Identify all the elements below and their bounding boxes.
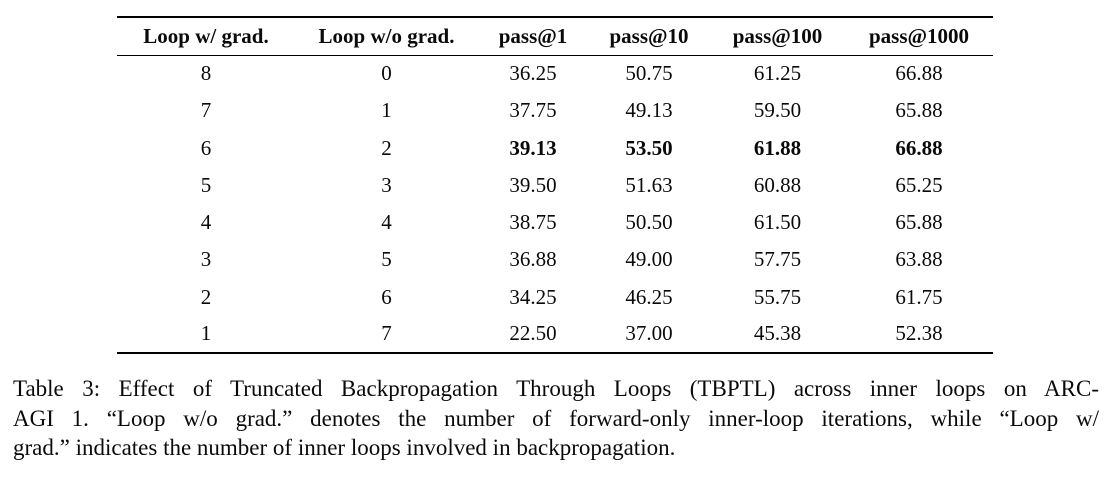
table-cell: 60.88 <box>753 172 802 197</box>
table-cell: 8 <box>200 61 212 86</box>
table-row: 7 1 37.75 49.13 59.50 65.88 <box>117 92 993 129</box>
table-cell: 37.75 <box>509 98 557 123</box>
table-cell: 65.88 <box>895 210 943 235</box>
table-cell: 51.63 <box>625 172 673 197</box>
table-cell-best: 61.88 <box>753 135 802 160</box>
table-cell: 52.38 <box>895 321 943 346</box>
table-cell: 3 <box>200 247 212 272</box>
table-caption: Table 3: Effect of Truncated Backpropaga… <box>13 374 1099 463</box>
table-cell: 34.25 <box>509 284 557 309</box>
table-cell: 38.75 <box>509 210 557 235</box>
table-cell: 49.00 <box>625 247 673 272</box>
table-cell: 65.88 <box>895 98 943 123</box>
table-cell: 22.50 <box>509 321 557 346</box>
table-cell: 46.25 <box>625 284 673 309</box>
table-row-best: 6 2 39.13 53.50 61.88 66.88 <box>117 130 993 167</box>
table-cell: 50.75 <box>625 61 673 86</box>
table-cell: 6 <box>200 135 212 160</box>
table-row: 2 6 34.25 46.25 55.75 61.75 <box>117 279 993 316</box>
table-cell: 5 <box>381 247 392 272</box>
results-table-wrapper: Loop w/ grad. Loop w/o grad. pass@1 pass… <box>117 16 993 354</box>
table-cell: 2 <box>381 135 392 160</box>
table-cell: 4 <box>200 210 212 235</box>
table-cell: 66.88 <box>895 61 943 86</box>
table-cell: 61.25 <box>753 61 802 86</box>
results-table: Loop w/ grad. Loop w/o grad. pass@1 pass… <box>117 16 993 354</box>
table-cell: 7 <box>200 98 212 123</box>
table-cell-best: 66.88 <box>895 135 943 160</box>
table-cell: 57.75 <box>753 247 802 272</box>
header-loop-w-grad: Loop w/ grad. <box>117 17 295 56</box>
table-cell: 61.50 <box>753 210 802 235</box>
table-cell: 2 <box>200 284 212 309</box>
table-cell: 65.25 <box>895 172 943 197</box>
caption-line: Table 3: Effect of Truncated Backpropaga… <box>13 376 1099 401</box>
header-pass-at-10: pass@10 <box>588 17 710 56</box>
table-cell: 36.25 <box>509 61 557 86</box>
table-cell: 1 <box>381 98 392 123</box>
table-row: 1 7 22.50 37.00 45.38 52.38 <box>117 316 993 353</box>
table-cell: 50.50 <box>625 210 673 235</box>
table-row: 5 3 39.50 51.63 60.88 65.25 <box>117 167 993 204</box>
table-cell: 3 <box>381 172 392 197</box>
table-row: 4 4 38.75 50.50 61.50 65.88 <box>117 204 993 241</box>
table-cell: 55.75 <box>753 284 802 309</box>
caption-line: AGI 1. “Loop w/o grad.” denotes the numb… <box>13 405 1099 431</box>
table-cell-best: 53.50 <box>625 135 673 160</box>
header-loop-wo-grad: Loop w/o grad. <box>295 17 478 56</box>
table-cell: 59.50 <box>753 98 802 123</box>
header-pass-at-100: pass@100 <box>710 17 845 56</box>
table-cell: 5 <box>200 172 212 197</box>
header-pass-at-1000: pass@1000 <box>845 17 993 56</box>
table-cell: 4 <box>381 210 392 235</box>
table-cell: 45.38 <box>753 321 802 346</box>
table-row: 3 5 36.88 49.00 57.75 63.88 <box>117 241 993 278</box>
table-row: 8 0 36.25 50.75 61.25 66.88 <box>117 55 993 92</box>
table-cell: 7 <box>381 321 392 346</box>
table-cell-best: 39.13 <box>509 135 557 160</box>
caption-line: grad.” indicates the number of inner loo… <box>13 435 676 460</box>
header-pass-at-1: pass@1 <box>478 17 588 56</box>
table-cell: 39.50 <box>509 172 557 197</box>
table-cell: 36.88 <box>509 247 557 272</box>
table-cell: 1 <box>200 321 212 346</box>
table-cell: 6 <box>381 284 392 309</box>
table-cell: 37.00 <box>625 321 673 346</box>
table-cell: 63.88 <box>895 247 943 272</box>
table-cell: 0 <box>381 61 392 86</box>
table-cell: 49.13 <box>625 98 673 123</box>
table-cell: 61.75 <box>895 284 943 309</box>
table-header-row: Loop w/ grad. Loop w/o grad. pass@1 pass… <box>117 17 993 56</box>
